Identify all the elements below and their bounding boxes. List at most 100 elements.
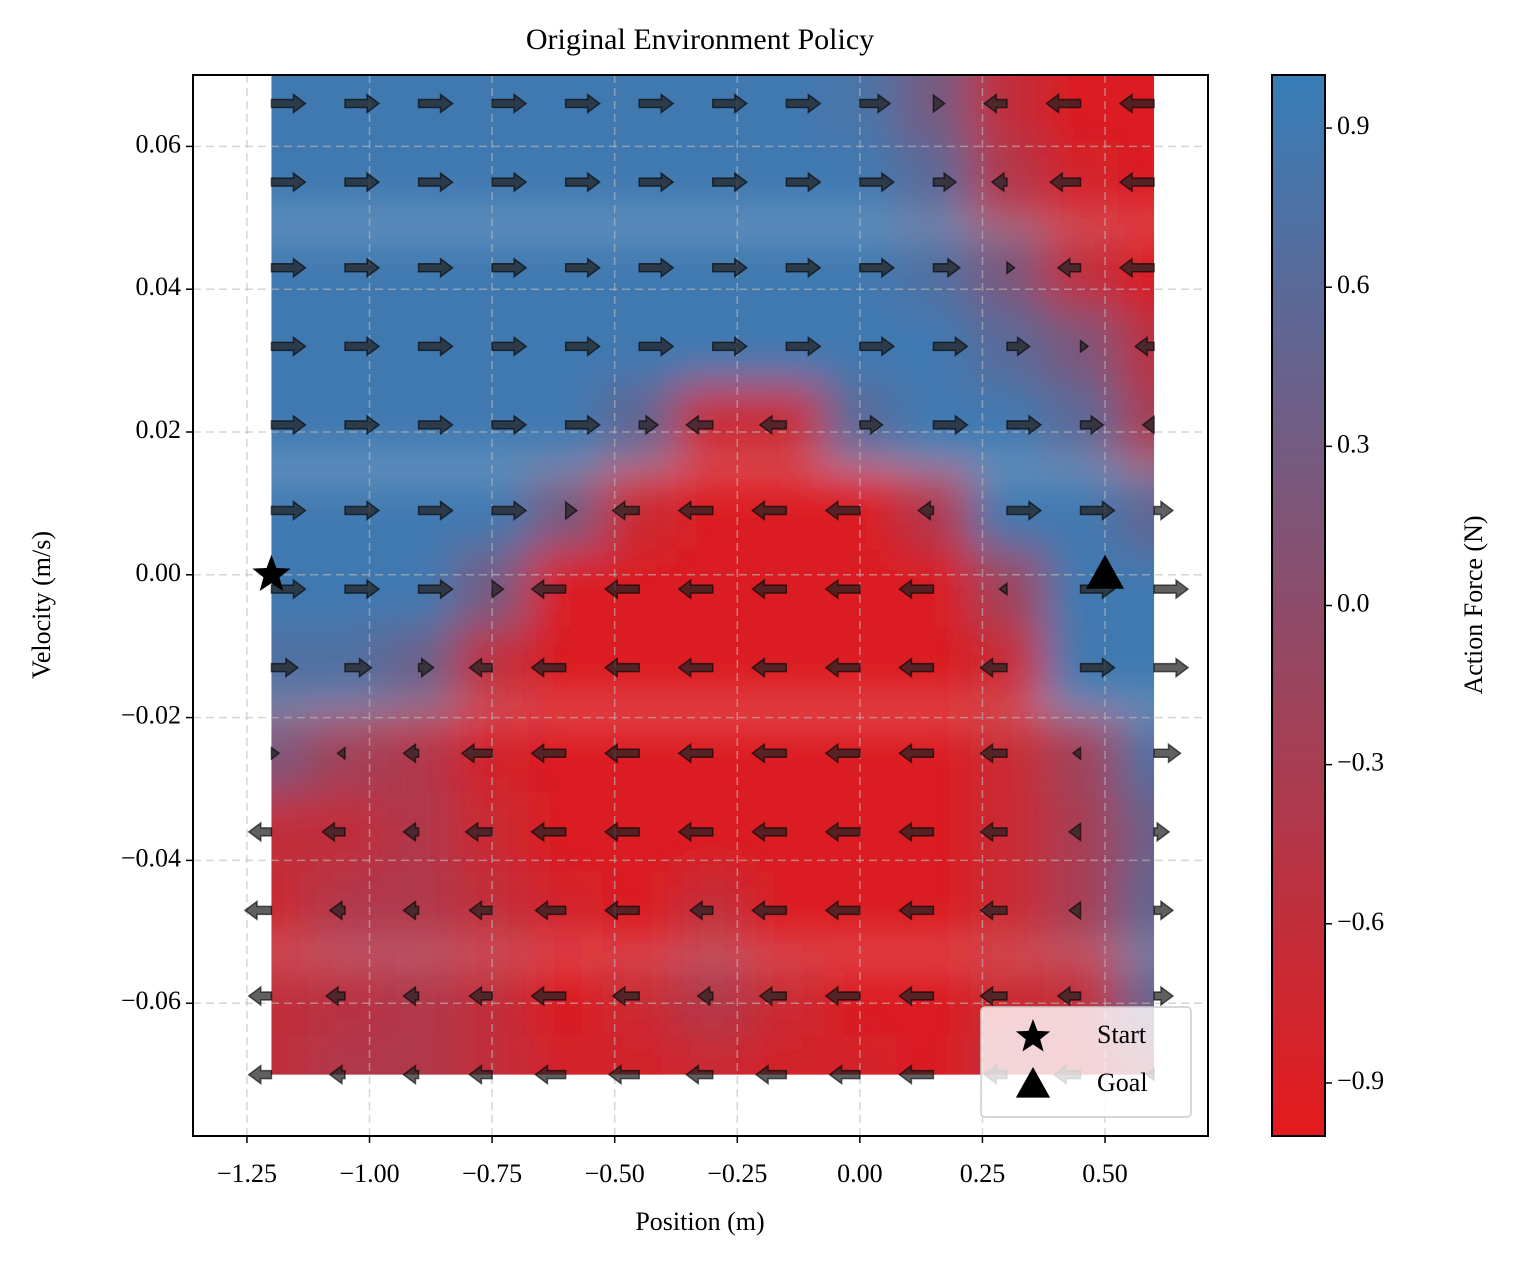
arrow	[564, 335, 601, 357]
arrow	[1118, 171, 1155, 193]
arrow	[677, 821, 714, 843]
arrow	[324, 985, 346, 1007]
legend-box	[980, 1006, 1192, 1118]
arrow	[932, 93, 946, 114]
arrow	[402, 899, 420, 921]
arrow	[1079, 339, 1090, 354]
arrow	[417, 657, 435, 679]
arrow	[859, 93, 892, 115]
arrow	[402, 985, 420, 1007]
arrow	[638, 414, 660, 436]
heat-cell	[381, 1035, 457, 1075]
x-tick-label: 0.00	[837, 1159, 883, 1188]
arrow	[468, 1064, 493, 1086]
arrow	[979, 985, 1008, 1007]
arrow	[1079, 414, 1105, 436]
arrow	[270, 657, 300, 679]
colorbar-label: Action Force (N)	[1459, 515, 1488, 694]
legend-label: Start	[1097, 1020, 1147, 1049]
arrow	[417, 500, 454, 522]
heat-cell	[1117, 792, 1155, 873]
arrow	[932, 171, 958, 193]
arrow	[270, 578, 307, 600]
colorbar-tick-label: 0.0	[1337, 588, 1370, 617]
heat-cell	[749, 75, 825, 144]
arrow	[1153, 657, 1190, 679]
arrow	[328, 899, 346, 921]
arrow	[677, 657, 714, 679]
colorbar-tick-label: 0.6	[1337, 270, 1370, 299]
arrow	[564, 257, 601, 279]
arrow	[603, 821, 640, 843]
legend-marker	[1015, 1067, 1051, 1098]
x-tick-label: −0.75	[462, 1159, 522, 1188]
heat-cell	[896, 75, 972, 144]
arrow	[1153, 985, 1175, 1007]
arrow	[638, 257, 675, 279]
arrow	[468, 657, 493, 679]
arrow	[344, 578, 381, 600]
arrow	[530, 657, 567, 679]
heat-cell	[271, 75, 310, 144]
arrow	[1056, 257, 1082, 279]
arrow	[828, 1064, 861, 1086]
colorbar-tick-label: 0.3	[1337, 429, 1370, 458]
arrow	[824, 821, 861, 843]
arrow	[417, 414, 454, 436]
arrow	[751, 657, 788, 679]
arrow	[979, 657, 1008, 679]
arrow	[417, 335, 454, 357]
arrow	[751, 821, 788, 843]
arrow	[417, 93, 454, 115]
y-tick-label: −0.02	[121, 701, 181, 730]
arrow	[491, 93, 528, 115]
arrow	[685, 414, 714, 436]
arrow	[677, 500, 714, 522]
arrow	[534, 899, 567, 921]
arrow	[696, 985, 714, 1007]
heat-cell	[1043, 75, 1119, 144]
arrow	[898, 657, 935, 679]
arrow	[1079, 500, 1116, 522]
y-tick-label: −0.06	[121, 986, 181, 1015]
plot-frame	[192, 74, 1209, 1137]
arrow	[983, 93, 1008, 115]
heat-cell	[1117, 714, 1155, 794]
colorbar-tick-label: 0.9	[1337, 111, 1370, 140]
heat-cell	[1117, 871, 1155, 951]
arrow	[270, 171, 307, 193]
x-tick-label: −0.25	[707, 1159, 767, 1188]
arrow	[917, 500, 935, 522]
heat-cell	[308, 1035, 383, 1075]
arrow	[751, 578, 788, 600]
arrow	[979, 899, 1008, 921]
heat-cell	[1117, 471, 1155, 551]
arrow	[1006, 414, 1043, 436]
arrow	[417, 257, 454, 279]
arrow	[898, 899, 935, 921]
heat-cell	[271, 871, 310, 951]
heat-cell	[675, 75, 751, 144]
heat-cell	[675, 1035, 751, 1075]
heat-cell	[1117, 75, 1155, 144]
arrow	[603, 578, 640, 600]
x-tick-label: −1.00	[339, 1159, 399, 1188]
arrow	[1067, 821, 1082, 842]
arrow	[712, 335, 749, 357]
arrow	[344, 257, 381, 279]
arrow	[417, 171, 454, 193]
arrow	[270, 414, 307, 436]
arrow	[979, 742, 1008, 764]
arrow	[336, 746, 346, 761]
arrow	[328, 1064, 346, 1086]
arrow	[898, 821, 935, 843]
arrow	[824, 899, 861, 921]
arrow	[1153, 500, 1175, 522]
arrow	[564, 414, 601, 436]
heat-cell	[381, 75, 457, 144]
arrow	[785, 171, 822, 193]
heat-cell	[1117, 628, 1155, 708]
arrow	[859, 335, 896, 357]
x-axis-label: Position (m)	[635, 1207, 764, 1236]
arrow	[530, 742, 567, 764]
